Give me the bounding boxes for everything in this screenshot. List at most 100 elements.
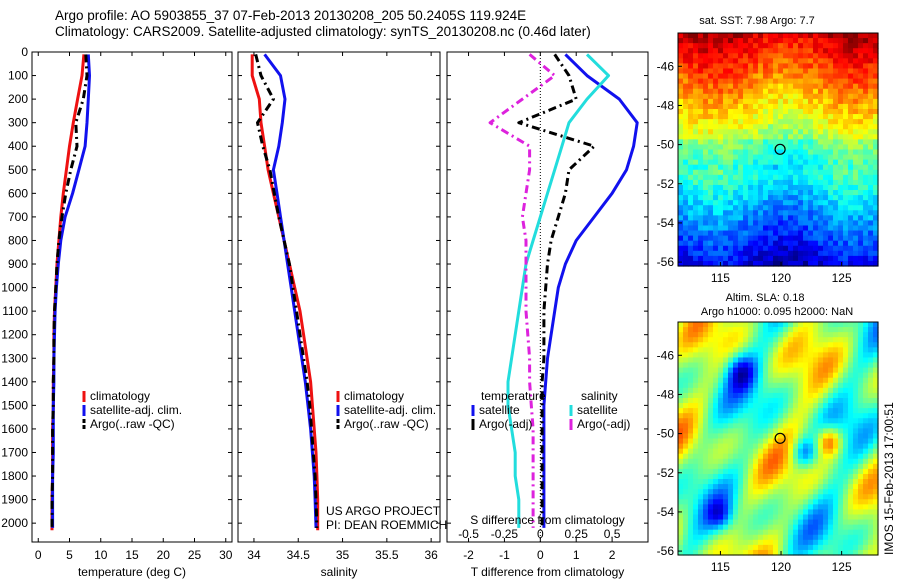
heatmap-cell bbox=[818, 479, 824, 485]
x-tick-label: 115 bbox=[711, 271, 730, 285]
heatmap-cell bbox=[758, 372, 764, 379]
heatmap-cell bbox=[723, 190, 729, 196]
heatmap-cell bbox=[718, 514, 724, 521]
heatmap-cell bbox=[708, 347, 714, 353]
heatmap-cell bbox=[728, 408, 734, 414]
heatmap-cell bbox=[803, 468, 809, 475]
heatmap-cell bbox=[863, 479, 869, 485]
heatmap-cell bbox=[713, 200, 719, 206]
heatmap-cell bbox=[788, 372, 794, 379]
heatmap-cell bbox=[688, 357, 694, 364]
heatmap-cell bbox=[858, 88, 864, 95]
heatmap-cell bbox=[748, 260, 754, 267]
heatmap-cell bbox=[738, 33, 744, 39]
heatmap-cell bbox=[803, 58, 809, 64]
heatmap-cell bbox=[828, 53, 834, 59]
heatmap-cell bbox=[713, 43, 719, 49]
series-line-argo-raw-qc- bbox=[50, 54, 89, 528]
heatmap-cell bbox=[778, 210, 784, 216]
heatmap-cell bbox=[758, 514, 764, 521]
heatmap-cell bbox=[873, 114, 879, 120]
heatmap-cell bbox=[728, 174, 734, 181]
heatmap-cell bbox=[743, 68, 749, 75]
heatmap-cell bbox=[748, 544, 754, 551]
heatmap-cell bbox=[838, 524, 844, 531]
heatmap-cell bbox=[693, 392, 699, 399]
heatmap-cell bbox=[768, 423, 774, 429]
heatmap-cell bbox=[723, 48, 729, 54]
heatmap-cell bbox=[873, 240, 879, 247]
heatmap-cell bbox=[758, 468, 764, 475]
heatmap-cell bbox=[693, 337, 699, 343]
heatmap-cell bbox=[833, 433, 839, 440]
heatmap-cell bbox=[698, 78, 704, 85]
sla-map bbox=[677, 321, 879, 556]
heatmap-cell bbox=[723, 504, 729, 511]
heatmap-cell bbox=[678, 529, 684, 536]
heatmap-cell bbox=[733, 139, 739, 146]
heatmap-cell bbox=[743, 103, 749, 110]
heatmap-cell bbox=[758, 403, 764, 409]
heatmap-cell bbox=[718, 169, 724, 176]
heatmap-cell bbox=[828, 260, 834, 267]
heatmap-cell bbox=[678, 235, 684, 242]
heatmap-cell bbox=[688, 68, 694, 75]
heatmap-cell bbox=[688, 144, 694, 151]
heatmap-cell bbox=[793, 88, 799, 95]
heatmap-cell bbox=[768, 473, 774, 480]
heatmap-cell bbox=[758, 362, 764, 369]
heatmap-cell bbox=[733, 114, 739, 120]
heatmap-cell bbox=[848, 362, 854, 369]
heatmap-cell bbox=[773, 347, 779, 353]
heatmap-cell bbox=[693, 327, 699, 333]
heatmap-cell bbox=[873, 98, 879, 105]
heatmap-cell bbox=[868, 149, 874, 156]
heatmap-cell bbox=[723, 484, 729, 490]
heatmap-cell bbox=[798, 73, 804, 80]
heatmap-cell bbox=[703, 88, 709, 95]
heatmap-cell bbox=[823, 68, 829, 75]
heatmap-cell bbox=[828, 352, 834, 359]
heatmap-cell bbox=[723, 347, 729, 353]
heatmap-cell bbox=[753, 98, 759, 105]
heatmap-cell bbox=[773, 124, 779, 130]
heatmap-cell bbox=[858, 479, 864, 485]
heatmap-cell bbox=[803, 382, 809, 389]
heatmap-cell bbox=[778, 103, 784, 110]
heatmap-cell bbox=[818, 458, 824, 465]
heatmap-cell bbox=[703, 205, 709, 211]
heatmap-cell bbox=[768, 245, 774, 252]
heatmap-cell bbox=[698, 119, 704, 125]
heatmap-cell bbox=[758, 534, 764, 541]
heatmap-cell bbox=[823, 529, 829, 536]
heatmap-cell bbox=[738, 499, 744, 505]
heatmap-cell bbox=[698, 463, 704, 470]
heatmap-cell bbox=[868, 230, 874, 237]
heatmap-cell bbox=[823, 403, 829, 409]
heatmap-cell bbox=[808, 124, 814, 130]
heatmap-cell bbox=[683, 154, 689, 161]
heatmap-cell bbox=[718, 489, 724, 495]
heatmap-cell bbox=[798, 58, 804, 64]
heatmap-cell bbox=[703, 504, 709, 511]
heatmap-cell bbox=[758, 489, 764, 495]
heatmap-cell bbox=[828, 448, 834, 455]
heatmap-cell bbox=[768, 438, 774, 445]
heatmap-cell bbox=[853, 33, 859, 39]
heatmap-cell bbox=[803, 539, 809, 546]
heatmap-cell bbox=[758, 114, 764, 120]
heatmap-cell bbox=[858, 468, 864, 475]
heatmap-cell bbox=[703, 195, 709, 201]
heatmap-cell bbox=[788, 352, 794, 359]
heatmap-cell bbox=[873, 63, 879, 70]
heatmap-cell bbox=[868, 88, 874, 95]
heatmap-cell bbox=[773, 352, 779, 359]
heatmap-cell bbox=[693, 418, 699, 424]
heatmap-cell bbox=[708, 509, 714, 516]
y-tick-label: 1700 bbox=[1, 445, 28, 459]
heatmap-cell bbox=[823, 367, 829, 374]
heatmap-cell bbox=[713, 362, 719, 369]
heatmap-cell bbox=[833, 499, 839, 505]
heatmap-cell bbox=[758, 519, 764, 526]
heatmap-cell bbox=[863, 337, 869, 343]
